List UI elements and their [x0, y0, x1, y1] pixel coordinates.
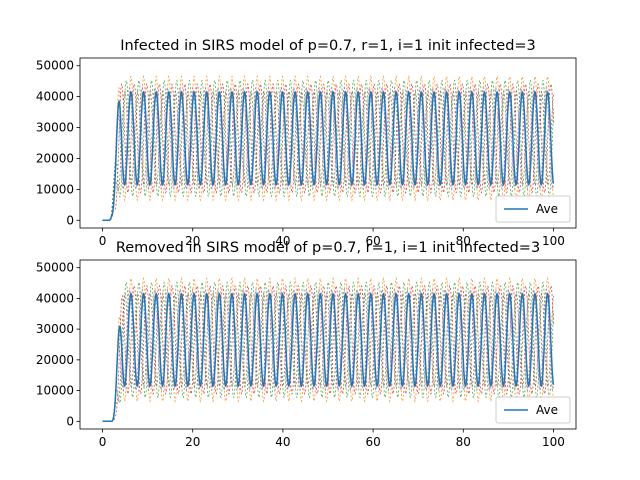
- average-line: [102, 90, 555, 222]
- y-tick-label: 10000: [36, 182, 74, 196]
- chart-title: Infected in SIRS model of p=0.7, r=1, i=…: [120, 38, 536, 54]
- legend-box: [495, 396, 571, 424]
- series-line-ave: [102, 90, 555, 222]
- y-tick-label: 20000: [36, 151, 74, 165]
- run-line-5: [102, 91, 554, 221]
- legend-box: [495, 195, 571, 223]
- x-tick-label: 80: [456, 234, 471, 248]
- y-tick-label: 50000: [36, 59, 74, 73]
- subplot-removed: Removed in SIRS model of p=0.7, r=1, i=1…: [36, 240, 577, 449]
- plot-border: [79, 57, 577, 229]
- plot-border: [79, 259, 577, 430]
- y-tick-label: 50000: [36, 261, 74, 275]
- run-line-5: [102, 292, 554, 422]
- legend-label-ave: Ave: [536, 202, 558, 216]
- average-line: [102, 292, 555, 423]
- y-axis: 0 10000 20000 30000 40000 50000: [36, 59, 80, 227]
- y-tick-label: 30000: [36, 322, 74, 336]
- x-axis: 0 20 40 60 80 100: [99, 429, 565, 449]
- x-tick-label: 80: [456, 435, 471, 449]
- y-axis: 0 10000 20000 30000 40000 50000: [36, 261, 80, 428]
- y-tick-label: 40000: [36, 90, 74, 104]
- x-tick-label: 20: [185, 234, 200, 248]
- x-tick-label: 100: [542, 234, 565, 248]
- y-tick-label: 30000: [36, 121, 74, 135]
- x-tick-label: 0: [99, 435, 107, 449]
- series-line-ave: [102, 292, 555, 423]
- axes-frame: [79, 259, 577, 430]
- x-tick-label: 40: [275, 234, 290, 248]
- y-tick-label: 10000: [36, 384, 74, 398]
- legend: Ave: [495, 396, 571, 424]
- y-tick-label: 0: [66, 414, 74, 428]
- run-line-4: [102, 288, 554, 422]
- y-tick-label: 0: [66, 213, 74, 227]
- legend-label-ave: Ave: [536, 403, 558, 417]
- x-tick-label: 60: [365, 435, 380, 449]
- x-tick-label: 0: [99, 234, 107, 248]
- run-line-4: [102, 86, 554, 221]
- subplot-infected: Infected in SIRS model of p=0.7, r=1, i=…: [36, 38, 577, 248]
- legend: Ave: [495, 195, 571, 223]
- x-tick-label: 20: [185, 435, 200, 449]
- x-tick-label: 100: [542, 435, 565, 449]
- x-tick-label: 40: [275, 435, 290, 449]
- x-tick-label: 60: [365, 234, 380, 248]
- x-axis: 0 20 40 60 80 100: [99, 228, 565, 248]
- y-tick-label: 20000: [36, 353, 74, 367]
- chart-title: Removed in SIRS model of p=0.7, r=1, i=1…: [116, 240, 540, 256]
- y-tick-label: 40000: [36, 291, 74, 305]
- axes-frame: [79, 57, 577, 229]
